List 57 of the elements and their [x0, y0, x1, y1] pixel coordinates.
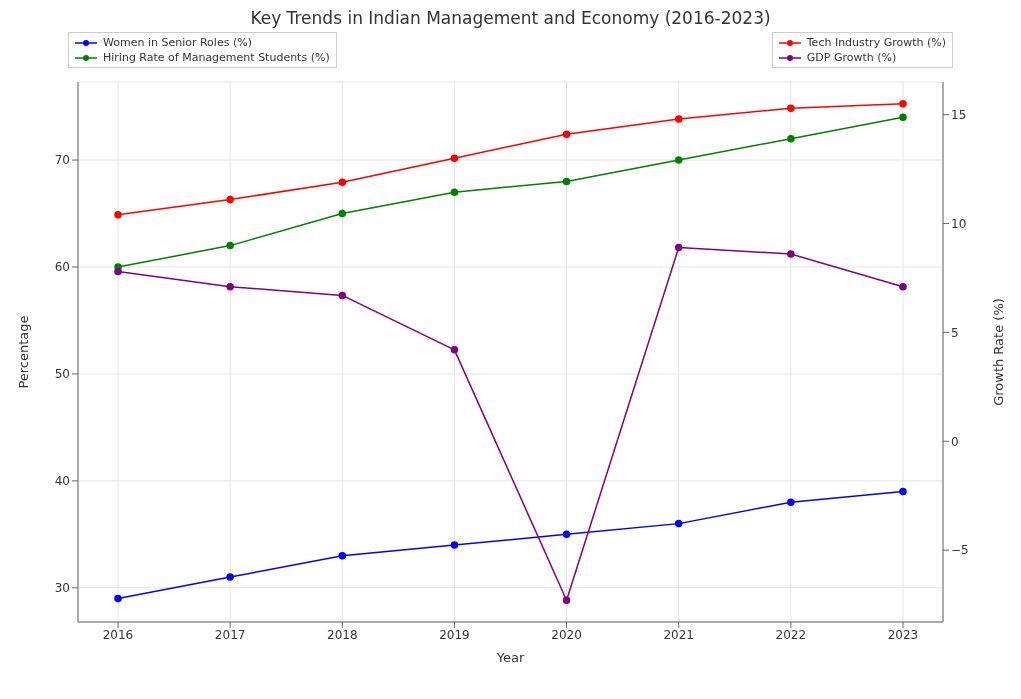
- point: [450, 541, 459, 549]
- x-tick-label: 2018: [327, 627, 358, 642]
- x-tick-label: 2016: [102, 627, 134, 642]
- point: [562, 530, 571, 539]
- point: [562, 596, 571, 604]
- point: [226, 282, 234, 291]
- legend-label: Hiring Rate of Management Students (%): [103, 51, 330, 64]
- chart-title: Key Trends in Indian Management and Economy (2016-2023): [249, 8, 772, 28]
- point: [338, 178, 347, 186]
- y2-tick-label: 10: [951, 216, 967, 231]
- point: [562, 177, 571, 186]
- point: [787, 498, 795, 506]
- x-tick-label: 2022: [775, 627, 807, 642]
- point: [899, 100, 907, 108]
- point: [674, 156, 683, 164]
- point: [674, 115, 683, 123]
- x-tick-label: 2019: [439, 627, 470, 642]
- point: [787, 250, 795, 258]
- point: [450, 346, 459, 354]
- point: [899, 487, 907, 496]
- point: [338, 209, 347, 218]
- point: [899, 113, 907, 122]
- point: [787, 134, 795, 143]
- y-tick-label: 40: [54, 474, 70, 489]
- point: [899, 282, 907, 291]
- point: [226, 241, 234, 250]
- y2-axis-title: Growth Rate (%): [990, 298, 1006, 406]
- y-axis-title: Percentage: [15, 315, 31, 389]
- y-tick-label: 30: [54, 581, 70, 596]
- x-axis-title: Year: [495, 650, 525, 665]
- x-tick-label: 2017: [214, 627, 246, 642]
- y2-tick-label: 15: [951, 107, 967, 122]
- point: [338, 291, 347, 300]
- y-tick-label: 60: [54, 260, 70, 275]
- point: [450, 188, 459, 196]
- point: [450, 154, 459, 162]
- point: [226, 195, 234, 204]
- y-tick-label: 50: [54, 367, 70, 382]
- legend-label: Women in Senior Roles (%): [103, 36, 252, 49]
- point: [338, 551, 347, 560]
- point: [674, 519, 683, 528]
- legend-label: Tech Industry Growth (%): [806, 36, 946, 49]
- y2-tick-label: 5: [951, 325, 959, 340]
- point: [114, 267, 122, 276]
- legend-label: GDP Growth (%): [806, 51, 897, 64]
- point: [674, 243, 683, 252]
- y2-tick-label: 0: [951, 434, 959, 449]
- point: [114, 211, 122, 219]
- x-tick-label: 2023: [887, 627, 919, 642]
- point: [226, 573, 234, 581]
- point: [787, 104, 795, 112]
- x-tick-label: 2021: [663, 627, 694, 642]
- y-tick-label: 70: [54, 153, 70, 168]
- y2-tick-label: −5: [951, 543, 969, 558]
- point: [114, 594, 122, 603]
- x-tick-label: 2020: [551, 627, 582, 642]
- point: [562, 130, 571, 139]
